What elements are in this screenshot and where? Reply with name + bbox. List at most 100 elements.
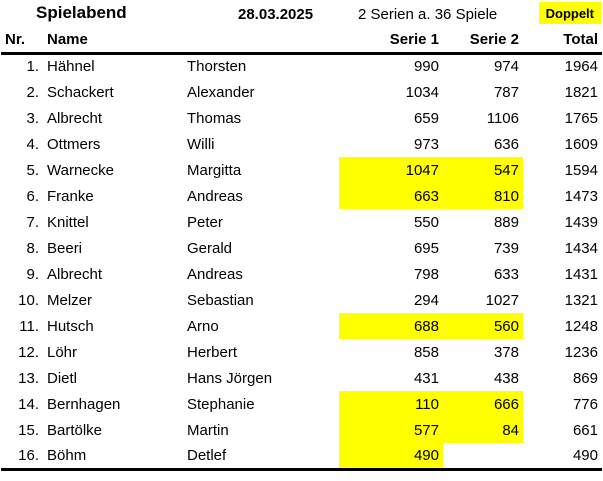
serie2-cell: 438 <box>493 369 519 387</box>
firstname-cell: Gerald <box>187 239 233 257</box>
total-cell: 1964 <box>564 58 598 76</box>
total-cell: 869 <box>572 369 598 387</box>
doppelt-badge: Doppelt <box>538 2 601 24</box>
serie1-cell: 858 <box>413 343 439 361</box>
serie1-cell: 688 <box>339 313 443 339</box>
serie1-cell: 990 <box>413 58 439 76</box>
total-cell: 1594 <box>564 161 598 179</box>
lastname-cell: Bernhagen <box>47 395 121 413</box>
table-row: 1. Hähnel Thorsten 990 974 1964 <box>1 53 602 79</box>
col-header-serie2: Serie 2 <box>469 31 519 49</box>
series-info: 2 Serien a. 36 Spiele <box>358 6 498 23</box>
serie2-cell: 84 <box>443 417 523 443</box>
table-row: 5. Warnecke Margitta 1047 547 1594 <box>1 157 602 183</box>
sheet-header: Spielabend 28.03.2025 2 Serien a. 36 Spi… <box>0 0 603 28</box>
firstname-cell: Detlef <box>187 446 227 464</box>
lastname-cell: Warnecke <box>47 161 114 179</box>
total-cell: 1439 <box>564 213 598 231</box>
lastname-cell: Schackert <box>47 83 114 101</box>
firstname-cell: Andreas <box>187 187 243 205</box>
col-header-serie1: Serie 1 <box>389 31 439 49</box>
serie1-cell: 431 <box>413 369 439 387</box>
lastname-cell: Bartölke <box>47 421 103 439</box>
total-cell: 1321 <box>564 291 598 309</box>
rank-cell: 8. <box>26 239 39 257</box>
total-cell: 1236 <box>564 343 598 361</box>
rank-cell: 9. <box>26 265 39 283</box>
table-row: 9. Albrecht Andreas 798 633 1431 <box>1 261 602 287</box>
rank-cell: 13. <box>18 369 39 387</box>
firstname-cell: Andreas <box>187 265 243 283</box>
serie2-cell: 974 <box>493 58 519 76</box>
serie1-cell: 695 <box>413 239 439 257</box>
serie2-cell <box>443 443 523 469</box>
col-header-firstname <box>183 28 339 53</box>
firstname-cell: Stephanie <box>187 395 255 413</box>
table-row: 10. Melzer Sebastian 294 1027 1321 <box>1 287 602 313</box>
lastname-cell: Melzer <box>47 291 93 309</box>
rank-cell: 1. <box>26 58 39 76</box>
serie2-cell: 636 <box>493 135 519 153</box>
serie2-cell: 560 <box>443 313 523 339</box>
total-cell: 490 <box>572 446 598 464</box>
col-header-name: Name <box>47 31 88 49</box>
serie1-cell: 798 <box>413 265 439 283</box>
lastname-cell: Beeri <box>47 239 83 257</box>
firstname-cell: Arno <box>187 317 219 335</box>
lastname-cell: Ottmers <box>47 135 101 153</box>
firstname-cell: Peter <box>187 213 223 231</box>
firstname-cell: Hans Jörgen <box>187 369 273 387</box>
serie1-cell: 110 <box>339 391 443 417</box>
total-cell: 1821 <box>564 83 598 101</box>
serie1-cell: 973 <box>413 135 439 153</box>
total-cell: 776 <box>572 395 598 413</box>
table-row: 12. Löhr Herbert 858 378 1236 <box>1 339 602 365</box>
serie1-cell: 490 <box>339 443 443 469</box>
serie2-cell: 787 <box>493 83 519 101</box>
firstname-cell: Herbert <box>187 343 238 361</box>
rank-cell: 10. <box>18 291 39 309</box>
lastname-cell: Franke <box>47 187 94 205</box>
serie2-cell: 1027 <box>485 291 519 309</box>
firstname-cell: Thomas <box>187 109 242 127</box>
table-row: 14. Bernhagen Stephanie 110 666 776 <box>1 391 602 417</box>
lastname-cell: Löhr <box>47 343 78 361</box>
lastname-cell: Knittel <box>47 213 89 231</box>
lastname-cell: Albrecht <box>47 109 103 127</box>
rank-cell: 7. <box>26 213 39 231</box>
column-header-row: Nr. Name Serie 1 Serie 2 Total <box>1 28 602 53</box>
total-cell: 661 <box>572 421 598 439</box>
score-table-body: 1. Hähnel Thorsten 990 974 1964 2. Schackert Ale… <box>1 53 602 469</box>
total-cell: 1609 <box>564 135 598 153</box>
firstname-cell: Sebastian <box>187 291 254 309</box>
rank-cell: 4. <box>26 135 39 153</box>
serie1-cell: 1034 <box>405 83 439 101</box>
serie1-cell: 1047 <box>339 157 443 183</box>
lastname-cell: Hutsch <box>47 317 94 335</box>
total-cell: 1248 <box>564 317 598 335</box>
rank-cell: 12. <box>18 343 39 361</box>
table-row: 15. Bartölke Martin 577 84 661 <box>1 417 602 443</box>
serie2-cell: 1106 <box>486 109 519 127</box>
firstname-cell: Alexander <box>187 83 255 101</box>
rank-cell: 15. <box>18 421 39 439</box>
total-cell: 1431 <box>564 265 598 283</box>
serie1-cell: 577 <box>339 417 443 443</box>
table-row: 16. Böhm Detlef 490 490 <box>1 443 602 469</box>
total-cell: 1473 <box>564 187 598 205</box>
firstname-cell: Willi <box>187 135 215 153</box>
firstname-cell: Margitta <box>187 161 242 179</box>
page-title: Spielabend <box>36 3 127 22</box>
table-row: 7. Knittel Peter 550 889 1439 <box>1 209 602 235</box>
serie2-cell: 633 <box>493 265 519 283</box>
lastname-cell: Hähnel <box>47 58 95 76</box>
event-date: 28.03.2025 <box>238 6 314 23</box>
rank-cell: 5. <box>26 161 39 179</box>
score-table-head: Nr. Name Serie 1 Serie 2 Total <box>1 28 602 53</box>
lastname-cell: Dietl <box>47 369 78 387</box>
serie2-cell: 810 <box>443 183 523 209</box>
lastname-cell: Böhm <box>47 446 87 464</box>
serie1-cell: 294 <box>413 291 439 309</box>
firstname-cell: Martin <box>187 421 229 439</box>
